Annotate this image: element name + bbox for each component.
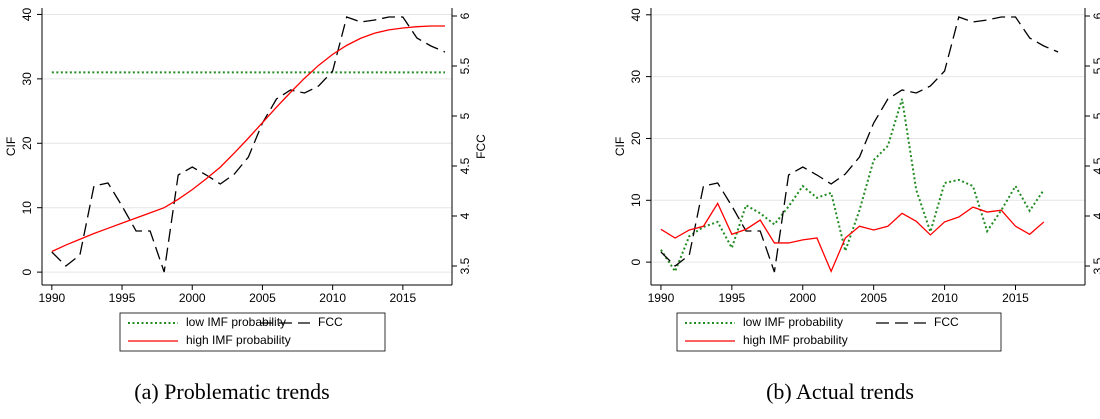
y2-axis-label: FCC [474,134,488,159]
y2-tick-label: 4 [1091,212,1100,219]
x-tick-label: 2015 [390,291,417,305]
y2-tick-label: 3.5 [458,257,472,274]
y2-tick-label: 4.5 [458,157,472,174]
x-tick-label: 1995 [718,291,745,305]
y-tick-label: 20 [629,131,643,145]
y2-tick-label: 4.5 [1091,157,1100,174]
series-line [51,16,446,273]
y-tick-label: 30 [20,72,34,86]
y-tick-label: 40 [20,7,34,21]
legend-label: low IMF probability [186,315,286,329]
y-tick-label: 0 [20,268,34,275]
y2-tick-label: 3.5 [1091,257,1100,274]
series-line [660,202,1045,274]
chart-caption: (a) Problematic trends [134,379,330,404]
y-tick-label: 0 [629,258,643,265]
x-tick-label: 2015 [1002,291,1029,305]
legend-box [119,312,386,352]
y2-tick-label: 6 [458,12,472,19]
x-tick-label: 2010 [319,291,346,305]
y-axis-label: CIF [4,137,18,156]
x-tick-label: 1995 [109,291,136,305]
y2-tick-label: 5.5 [1091,57,1100,74]
x-tick-label: 2000 [789,291,816,305]
y-tick-label: 20 [20,136,34,150]
legend-label: FCC [318,315,343,329]
legend-label: FCC [934,315,959,329]
x-tick-label: 2000 [179,291,206,305]
y-tick-label: 10 [20,201,34,215]
y-tick-label: 30 [629,70,643,84]
legend-label: high IMF probability [186,333,291,347]
y-axis-label: CIF [613,137,627,156]
y2-tick-label: 5 [1091,112,1100,119]
series-line [51,25,445,253]
legend-box [676,312,1002,352]
y2-tick-label: 4 [458,212,472,219]
x-tick-label: 1990 [648,291,675,305]
y2-tick-label: 6 [1091,12,1100,19]
legend-label: low IMF probability [743,315,843,329]
legend-label: high IMF probability [743,333,848,347]
x-tick-label: 2005 [249,291,276,305]
y-tick-label: 40 [629,8,643,22]
series-line [660,16,1059,273]
x-tick-label: 1990 [38,291,65,305]
y2-tick-label: 5.5 [458,57,472,74]
x-tick-label: 2005 [860,291,887,305]
chart-caption: (b) Actual trends [766,379,914,404]
x-tick-label: 2010 [931,291,958,305]
y-tick-label: 10 [629,193,643,207]
y2-tick-label: 5 [458,112,472,119]
